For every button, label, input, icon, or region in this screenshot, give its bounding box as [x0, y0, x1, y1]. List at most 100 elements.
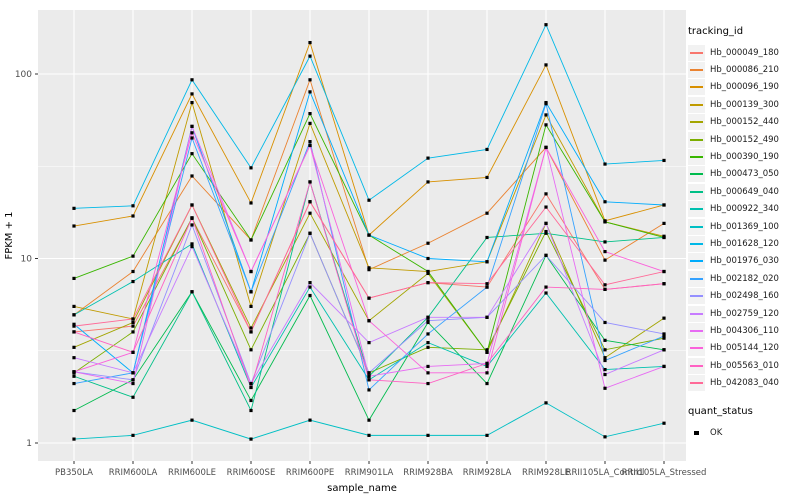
- legend-line-swatch-icon: [690, 103, 703, 106]
- data-point: [544, 192, 548, 196]
- data-point: [603, 283, 607, 287]
- data-point: [662, 332, 666, 336]
- data-point: [131, 330, 135, 334]
- legend-line-swatch-icon: [690, 364, 703, 367]
- data-point: [662, 235, 666, 240]
- data-point: [426, 256, 430, 261]
- legend-line-swatch-icon: [690, 260, 703, 263]
- data-point: [131, 204, 135, 208]
- legend-item-Hb_000390_190: Hb_000390_190: [688, 148, 800, 166]
- legend-item-label: Hb_002759_120: [710, 308, 779, 319]
- legend-item-Hb_005144_120: Hb_005144_120: [688, 340, 800, 357]
- data-point: [308, 180, 312, 184]
- data-point: [131, 433, 135, 437]
- data-point: [190, 242, 194, 246]
- legend-line-swatch-icon: [690, 329, 703, 332]
- x-axis-tick-label: RRII105LA_Control: [566, 468, 645, 478]
- data-point: [72, 224, 76, 228]
- data-point: [131, 324, 135, 328]
- data-point: [544, 23, 548, 27]
- data-point: [190, 131, 194, 135]
- legend-line-swatch-icon: [690, 208, 703, 211]
- data-point: [367, 378, 371, 382]
- data-point: [544, 123, 548, 127]
- legend-key-swatch: [688, 253, 705, 270]
- data-point: [72, 370, 76, 374]
- legend-item-Hb_000152_490: Hb_000152_490: [688, 131, 800, 148]
- legend-item-label: Hb_002182_020: [710, 273, 779, 284]
- data-point: [190, 203, 194, 207]
- legend-key-swatch: [688, 131, 705, 148]
- legend-item-label: Hb_001628_120: [710, 238, 779, 249]
- legend-key-swatch: [688, 96, 705, 113]
- legend-item-Hb_000139_300: Hb_000139_300: [688, 96, 800, 113]
- data-point: [249, 201, 253, 205]
- legend-item-label: Hb_002498_160: [710, 291, 779, 302]
- x-axis-tick-label: RRIM928LE: [522, 468, 570, 478]
- data-point: [190, 174, 194, 178]
- legend-item-label: Hb_001369_100: [710, 221, 779, 232]
- data-point: [249, 330, 253, 334]
- data-point: [308, 231, 312, 235]
- data-point: [426, 345, 430, 349]
- data-point: [131, 371, 135, 375]
- legend-key-swatch: [688, 201, 705, 218]
- legend-key-swatch: [688, 340, 705, 357]
- legend-line-swatch-icon: [690, 138, 703, 141]
- quant-legend-items: OK: [688, 424, 800, 441]
- legend-key-swatch: [688, 62, 705, 79]
- data-point: [485, 364, 489, 369]
- legend-key-swatch: [688, 357, 705, 374]
- data-point: [249, 348, 253, 352]
- data-point: [426, 332, 430, 336]
- data-point: [603, 367, 607, 372]
- data-point: [72, 345, 76, 349]
- data-point: [544, 229, 548, 234]
- y-axis-title: FPKM + 1: [4, 211, 15, 259]
- data-point: [131, 378, 135, 382]
- data-point: [308, 140, 312, 144]
- legend-item-Hb_000152_440: Hb_000152_440: [688, 114, 800, 131]
- data-point: [544, 285, 548, 289]
- data-point: [426, 315, 430, 319]
- legend-item-Hb_000649_040: Hb_000649_040: [688, 183, 800, 200]
- x-axis-tick-label: RRIM600SE: [227, 468, 276, 478]
- data-point: [249, 408, 253, 413]
- data-point: [249, 238, 253, 242]
- panel-background: [38, 10, 686, 461]
- legend-key-swatch: [688, 166, 705, 183]
- legend-line-swatch-icon: [690, 295, 703, 298]
- data-point: [190, 100, 194, 105]
- data-point: [603, 358, 607, 363]
- data-point: [662, 158, 666, 163]
- y-axis-tick-label: 10: [21, 255, 33, 265]
- data-point: [367, 433, 371, 437]
- data-point: [249, 269, 253, 274]
- data-point: [485, 282, 489, 286]
- data-point: [72, 381, 76, 386]
- data-point: [544, 63, 548, 67]
- y-axis-tick-label: 1: [26, 439, 32, 449]
- x-axis-tick-label: RRIM928BA: [403, 468, 453, 478]
- legend-item-Hb_000473_050: Hb_000473_050: [688, 166, 800, 183]
- data-point: [249, 304, 253, 309]
- legend-line-swatch-icon: [690, 277, 703, 280]
- data-point: [249, 326, 253, 330]
- data-point: [308, 112, 312, 116]
- data-point: [308, 78, 312, 82]
- legend-item-label: Hb_000139_300: [710, 99, 779, 110]
- data-point: [72, 206, 76, 210]
- legend-item-label: Hb_004306_110: [710, 325, 779, 336]
- legend-key-swatch: [688, 305, 705, 322]
- data-point: [72, 304, 76, 309]
- legend-key-swatch: [688, 114, 705, 131]
- legend-item-label: Hb_000390_190: [710, 152, 779, 163]
- data-point: [603, 356, 607, 360]
- data-point: [603, 287, 607, 292]
- legend-item-label: Hb_005144_120: [710, 343, 779, 354]
- data-point: [485, 371, 489, 375]
- x-axis-tick-label: RRIM600LA: [109, 468, 158, 478]
- legend-line-swatch-icon: [690, 173, 703, 176]
- data-point: [308, 143, 312, 148]
- black-square-point-icon: [694, 430, 699, 435]
